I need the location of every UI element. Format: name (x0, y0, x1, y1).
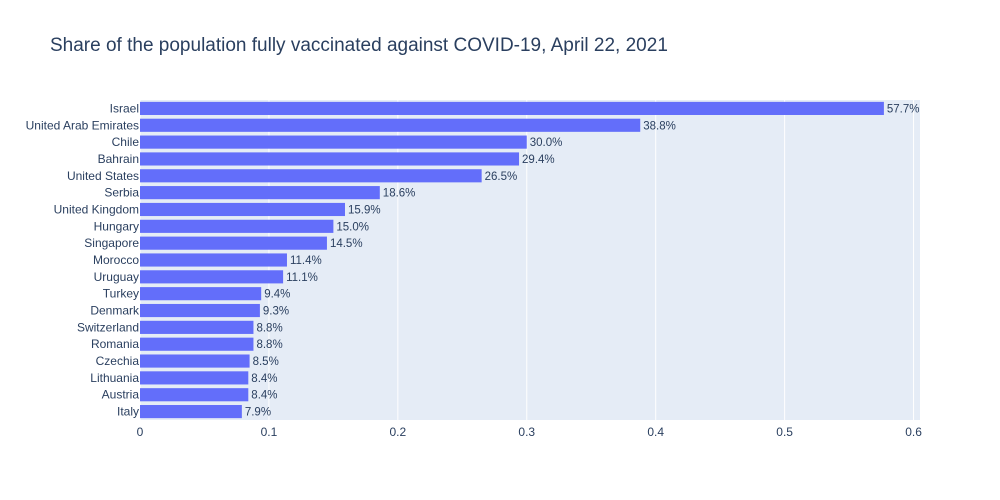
y-tick-label: Chile (112, 135, 140, 149)
bar-data-label: 18.6% (383, 188, 416, 200)
bar (140, 152, 520, 166)
bar-data-label: 11.1% (286, 272, 318, 284)
y-tick-label: United Arab Emirates (26, 118, 139, 132)
bar-data-label: 8.8% (256, 322, 282, 334)
x-tick-label: 0.2 (390, 425, 407, 439)
y-tick-label: Lithuania (90, 371, 139, 385)
chart-title: Share of the population fully vaccinated… (50, 35, 668, 56)
bar-data-label: 11.4% (290, 255, 322, 267)
y-tick-label: Italy (117, 405, 139, 419)
y-tick-label: United States (67, 169, 139, 183)
bar (140, 354, 250, 368)
bar (140, 287, 262, 301)
bar-data-label: 14.5% (330, 238, 363, 250)
bar-data-label: 9.3% (263, 306, 289, 318)
bar-data-label: 8.8% (256, 339, 282, 351)
bar-data-label: 8.4% (251, 373, 277, 385)
y-tick-label: United Kingdom (54, 202, 139, 216)
bar (140, 236, 327, 250)
y-tick-label: Czechia (96, 354, 140, 368)
y-tick-label: Israel (110, 101, 139, 115)
bar (140, 371, 249, 385)
bar (140, 118, 641, 132)
y-tick-label: Hungary (94, 219, 139, 233)
data-labels: 57.7% 38.8% 30.0% 29.4% 26.5% 18.6%15.9% 15.0%… (245, 103, 920, 418)
x-tick-label: 0.5 (776, 425, 793, 439)
bar (140, 186, 380, 200)
bar-data-label: 9.4% (264, 289, 290, 301)
x-tick-label: 0.4 (647, 425, 664, 439)
bar-data-label: 29.4% (522, 154, 555, 166)
y-tick-label: Austria (102, 388, 140, 402)
bar-data-label: 38.8% (643, 120, 676, 132)
bar (140, 219, 334, 233)
bar-data-label: 15.9% (348, 204, 381, 216)
y-axis-tick-labels: Israel United Arab Emirates Chile Bahrain Un… (26, 101, 140, 418)
bar (140, 135, 527, 149)
x-axis-tick-labels: 0 0.1 0.2 0.3 0.4 0.5 0.6 (137, 425, 923, 439)
bar (140, 320, 254, 334)
y-tick-label: Romania (91, 337, 139, 351)
bar-data-label: 15.0% (336, 221, 369, 233)
y-tick-label: Uruguay (94, 270, 139, 284)
bar-data-label: 57.7% (887, 103, 920, 115)
bar-data-label: 8.4% (251, 390, 277, 402)
bar (140, 169, 482, 183)
y-tick-label: Denmark (90, 304, 140, 318)
bar (140, 405, 242, 419)
bar (140, 270, 284, 284)
x-tick-label: 0.6 (905, 425, 922, 439)
y-tick-label: Bahrain (98, 152, 139, 166)
bar (140, 253, 287, 267)
x-tick-label: 0 (137, 425, 144, 439)
y-tick-label: Morocco (93, 253, 139, 267)
bar-data-label: 8.5% (253, 356, 279, 368)
bar (140, 202, 345, 217)
y-tick-label: Turkey (103, 287, 139, 301)
y-tick-label: Switzerland (77, 320, 139, 334)
bar-data-label: 7.9% (245, 407, 271, 419)
bar-data-label: 30.0% (530, 137, 563, 149)
x-tick-label: 0.1 (261, 425, 278, 439)
bar (140, 337, 254, 351)
bar (140, 303, 260, 318)
bar-data-label: 26.5% (485, 171, 518, 183)
bar (140, 388, 249, 402)
x-tick-label: 0.3 (518, 425, 535, 439)
bar (140, 101, 884, 115)
bars (140, 101, 884, 419)
y-tick-label: Serbia (104, 186, 139, 200)
y-tick-label: Singapore (84, 236, 139, 250)
